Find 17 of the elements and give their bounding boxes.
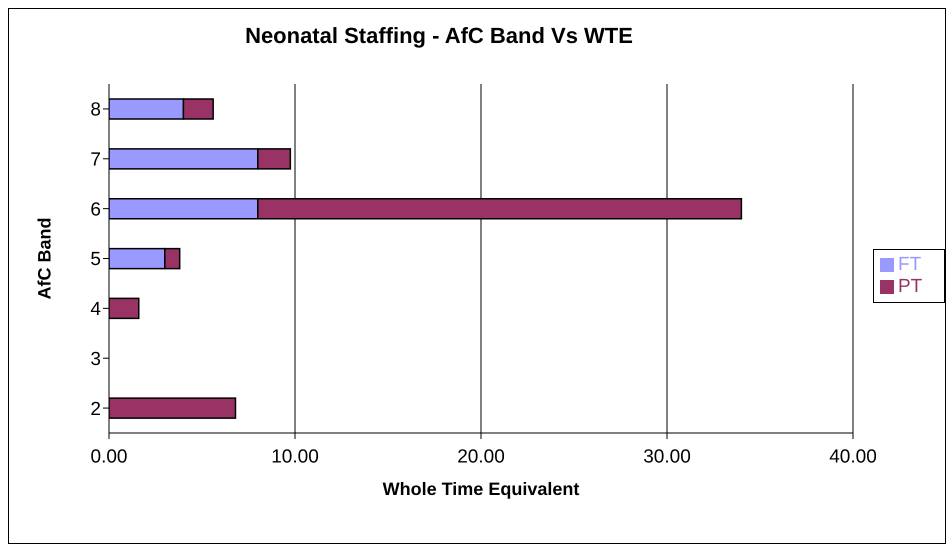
x-tick-label: 40.00 [829, 446, 877, 468]
y-tick-label: 3 [90, 348, 101, 370]
x-axis-title: Whole Time Equivalent [382, 479, 580, 499]
y-tick-label: 4 [90, 299, 102, 320]
y-axis-title: AfC Band [34, 218, 54, 300]
legend-label: FT [898, 254, 922, 275]
x-tick-label: 30.00 [643, 446, 691, 468]
y-tick-label: 7 [90, 150, 101, 171]
y-tick-label: 2 [90, 398, 101, 420]
legend-label: PT [898, 276, 922, 297]
y-tick-label: 5 [90, 249, 101, 270]
x-tick-label: 10.00 [271, 446, 319, 468]
y-tick-label: 6 [90, 199, 101, 220]
y-tick-label: 8 [90, 100, 101, 121]
x-tick-label: 0.00 [90, 446, 128, 468]
x-tick-label: 20.00 [457, 446, 505, 468]
chart-title: Neonatal Staffing - AfC Band Vs WTE [244, 23, 634, 49]
